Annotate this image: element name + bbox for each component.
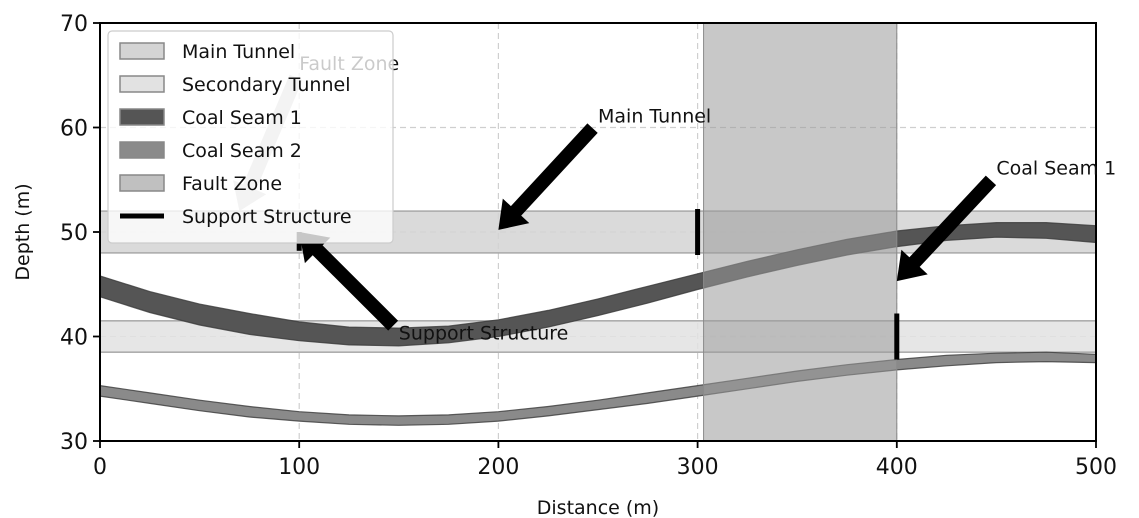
legend-swatch-fault-zone bbox=[119, 174, 165, 192]
fault-zone-band bbox=[703, 23, 898, 441]
y-axis-label: Depth (m) bbox=[12, 183, 34, 280]
x-tick-label-300: 300 bbox=[677, 455, 719, 480]
x-tick-label-0: 0 bbox=[93, 455, 107, 480]
legend-swatch-coal-seam-2 bbox=[119, 141, 165, 159]
y-tick-label-40: 40 bbox=[60, 326, 88, 351]
annotation-label-coal-seam-1: Coal Seam 1 bbox=[996, 158, 1116, 180]
legend-label-fault-zone: Fault Zone bbox=[182, 173, 282, 195]
legend-label-support-structure: Support Structure bbox=[182, 206, 352, 228]
legend-swatch-main-tunnel bbox=[119, 42, 165, 60]
x-tick-label-100: 100 bbox=[278, 455, 320, 480]
legend-label-secondary-tunnel: Secondary Tunnel bbox=[182, 74, 350, 96]
x-tick-label-500: 500 bbox=[1075, 455, 1117, 480]
legend: Main Tunnel Secondary Tunnel Coal Seam 1 Co… bbox=[107, 30, 394, 244]
y-tick-label-50: 50 bbox=[60, 221, 88, 246]
annotation-arrow-main-tunnel bbox=[498, 123, 598, 230]
x-tick-label-200: 200 bbox=[477, 455, 519, 480]
y-tick-label-30: 30 bbox=[60, 430, 88, 455]
annotation-label-support-structure: Support Structure bbox=[399, 322, 569, 344]
annotation-arrow-support-structure bbox=[299, 232, 399, 331]
y-tick-label-60: 60 bbox=[60, 117, 88, 142]
y-tick-label-70: 70 bbox=[60, 12, 88, 37]
x-axis-label: Distance (m) bbox=[537, 497, 659, 518]
axes: 0 100 200 300 400 500 30 40 50 60 70 Distance (m) De… bbox=[12, 12, 1117, 518]
coal-seam-2 bbox=[100, 351, 1096, 426]
legend-label-coal-seam-2: Coal Seam 2 bbox=[182, 140, 302, 162]
annotation-arrow-coal-seam-1 bbox=[896, 175, 997, 282]
legend-label-coal-seam-1: Coal Seam 1 bbox=[182, 107, 302, 129]
x-tick-label-400: 400 bbox=[876, 455, 918, 480]
legend-swatch-secondary-tunnel bbox=[119, 75, 165, 93]
plot-layers bbox=[100, 23, 1096, 441]
annotation-label-main-tunnel: Main Tunnel bbox=[598, 105, 711, 127]
legend-label-main-tunnel: Main Tunnel bbox=[182, 41, 295, 63]
legend-box bbox=[107, 30, 394, 244]
legend-swatch-coal-seam-1 bbox=[119, 108, 165, 126]
